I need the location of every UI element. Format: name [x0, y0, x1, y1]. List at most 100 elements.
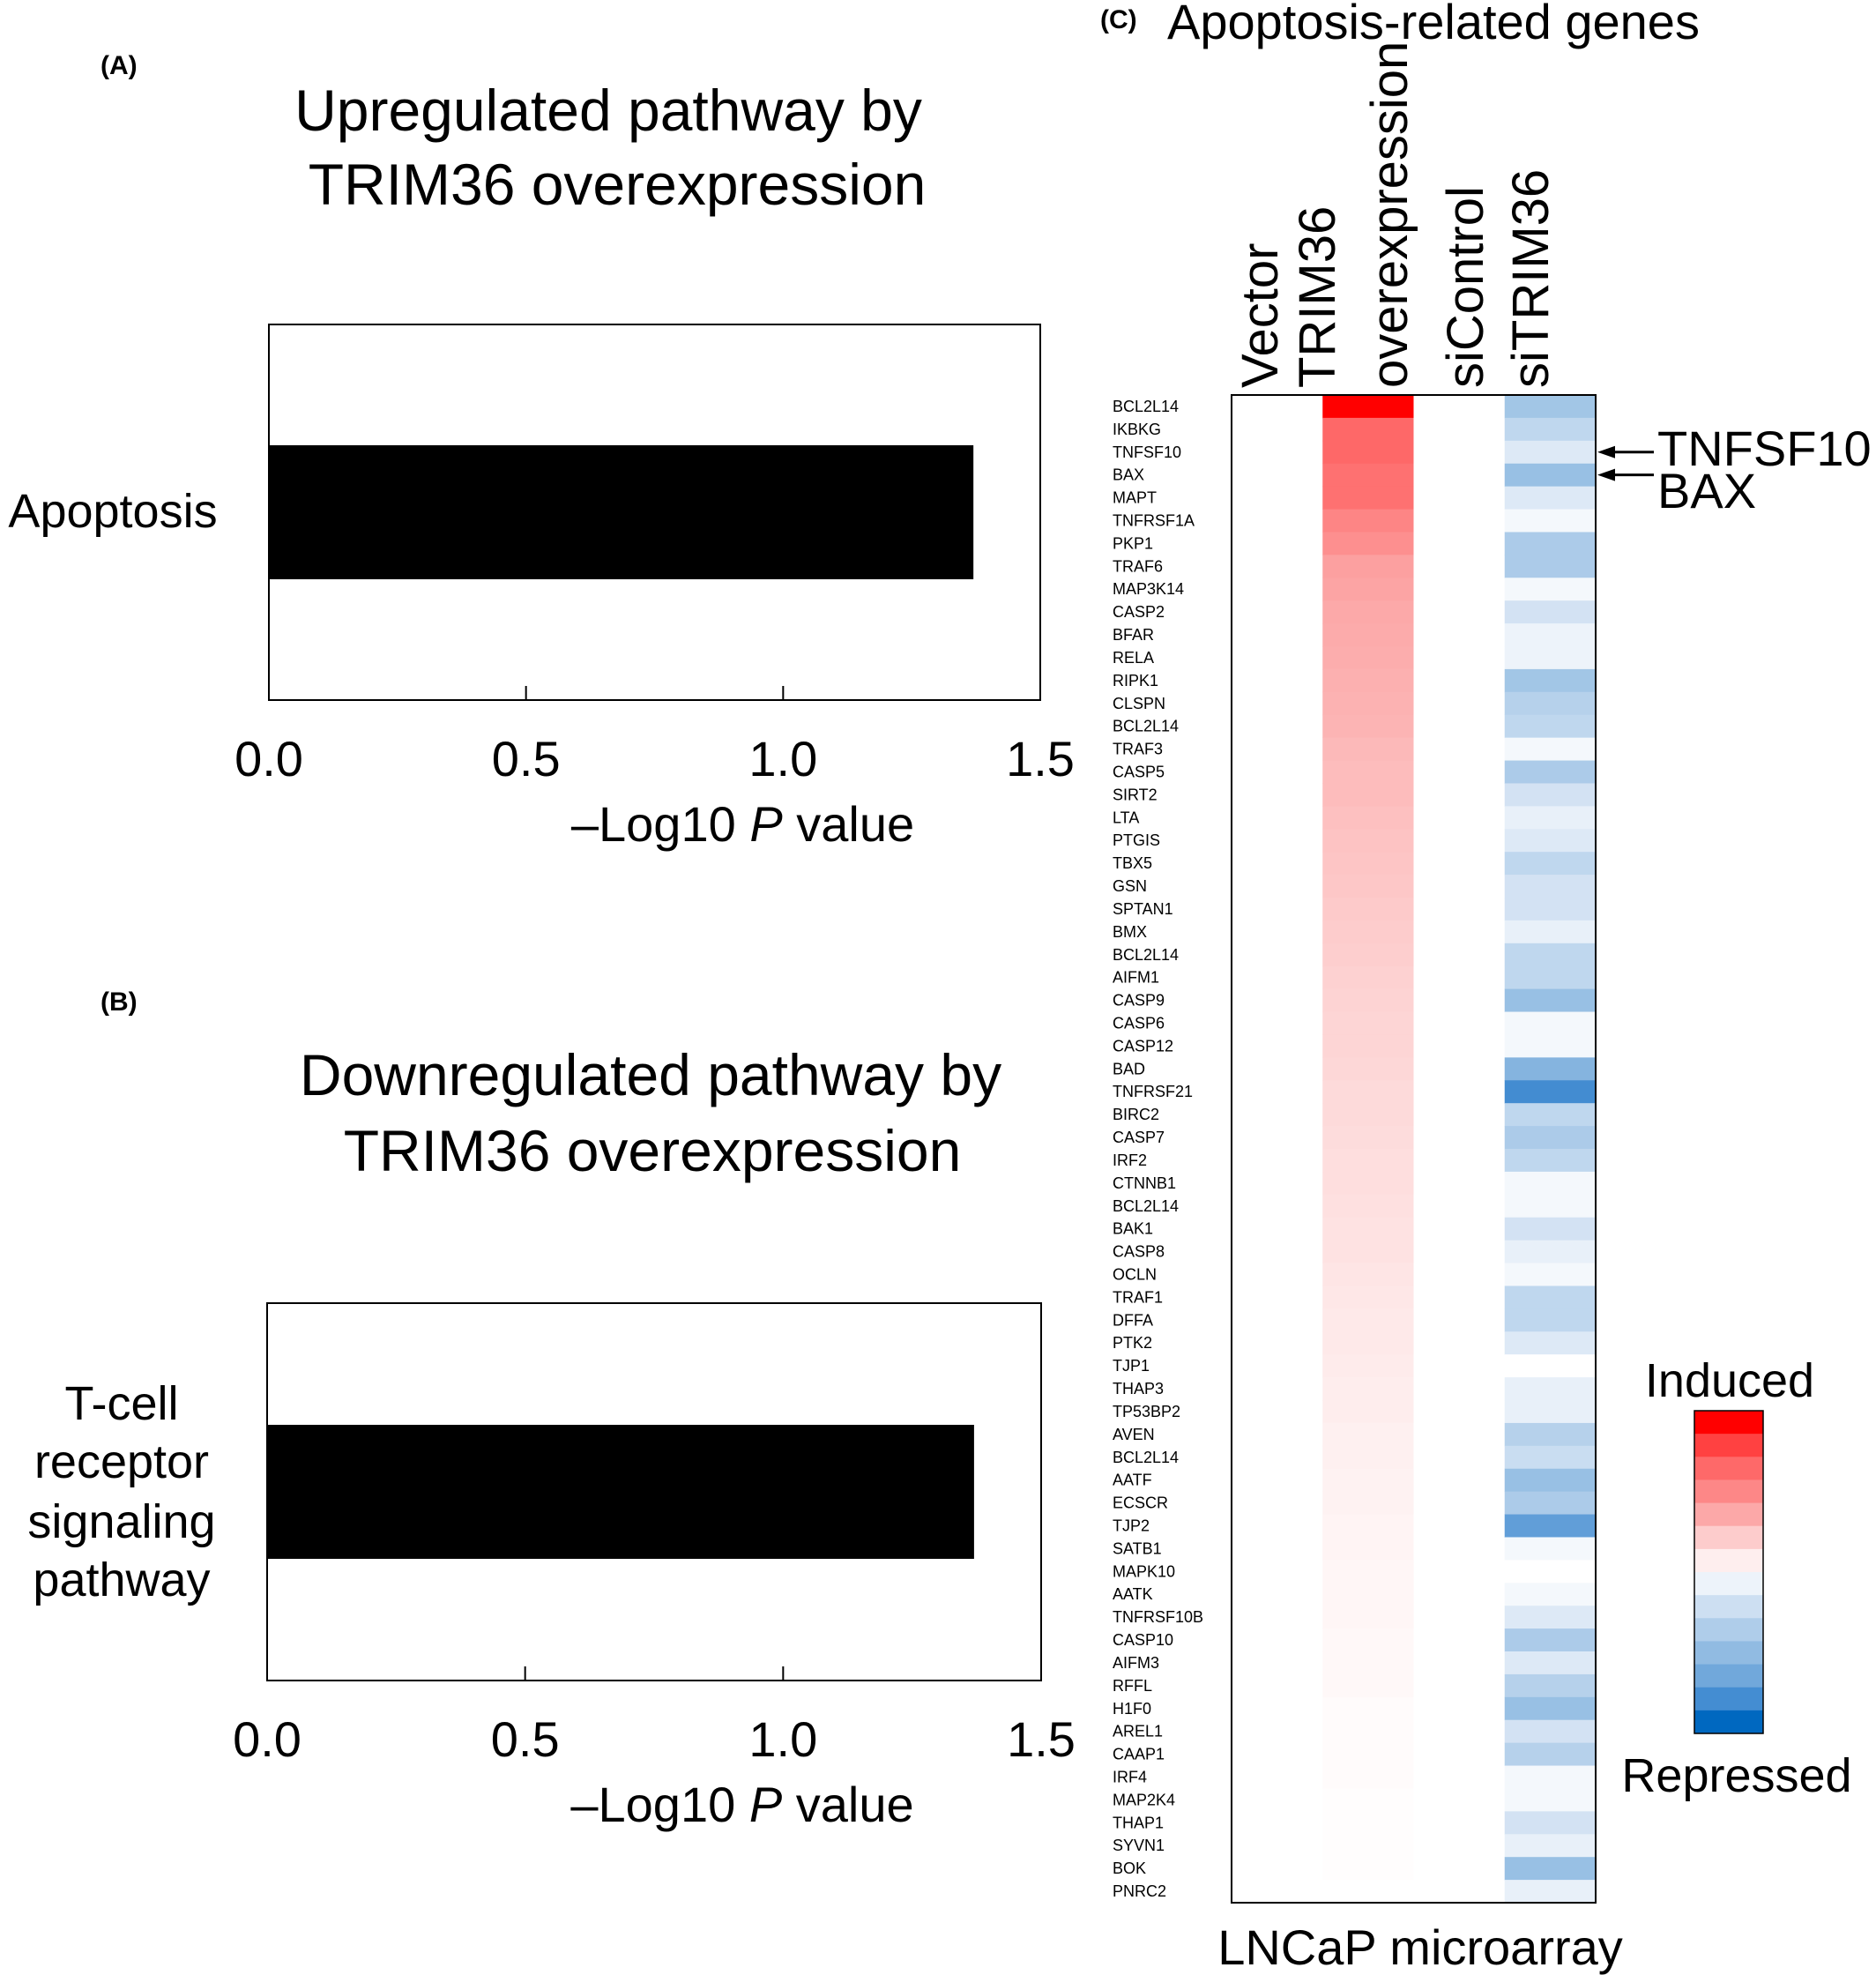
heatmap-cell: [1232, 1719, 1323, 1744]
gene-label: CASP12: [1113, 1037, 1173, 1055]
heatmap-cell: [1232, 623, 1323, 647]
heatmap-cell: [1232, 1606, 1323, 1629]
heatmap-cell: [1504, 1445, 1597, 1470]
heatmap-cell: [1232, 1765, 1323, 1789]
heatmap-cell: [1232, 1673, 1323, 1698]
heatmap-cell: [1322, 1171, 1414, 1196]
heatmap-cell: [1504, 1468, 1597, 1493]
heatmap-cell: [1504, 1011, 1597, 1035]
panel-a-category-label: Apoptosis: [8, 485, 217, 538]
gene-label: TRAF1: [1113, 1288, 1163, 1306]
gene-label: BMX: [1113, 923, 1147, 941]
heatmap-cell: [1413, 1149, 1506, 1173]
gene-label: GSN: [1113, 877, 1147, 895]
heatmap-cell: [1413, 1240, 1506, 1264]
gene-label: TJP1: [1113, 1357, 1150, 1375]
heatmap-cell: [1322, 578, 1414, 601]
heatmap-cell: [1322, 760, 1414, 784]
heatmap-cell: [1413, 1354, 1506, 1378]
panel-c: (C) Apoptosis-related genes LNCaP microa…: [1100, 0, 1872, 1975]
panel-b: (B) Downregulated pathway by TRIM36 over…: [27, 988, 1076, 1832]
heatmap-cell: [1413, 1308, 1506, 1332]
heatmap-cell: [1322, 1606, 1414, 1629]
heatmap-cell: [1232, 1126, 1323, 1150]
gene-label: MAP2K4: [1113, 1791, 1175, 1808]
heatmap-cell: [1413, 578, 1506, 601]
heatmap-cell: [1504, 1080, 1597, 1104]
gene-label: IRF4: [1113, 1769, 1147, 1786]
heatmap-cell: [1504, 1400, 1597, 1424]
heatmap-cell: [1413, 1673, 1506, 1698]
heatmap-cell: [1413, 1537, 1506, 1561]
gene-label: BAX: [1113, 466, 1144, 484]
heatmap-cell: [1322, 1126, 1414, 1150]
heatmap-cell: [1504, 691, 1597, 716]
panel-a-tick-label: 1.0: [748, 731, 817, 786]
heatmap-cell: [1504, 988, 1597, 1013]
legend-swatch: [1694, 1572, 1763, 1596]
heatmap-cell: [1232, 1560, 1323, 1584]
heatmap-cell: [1232, 1537, 1323, 1561]
gene-label: BCL2L14: [1113, 946, 1179, 964]
gene-label: BAD: [1113, 1060, 1145, 1077]
gene-label: THAP1: [1113, 1814, 1164, 1831]
panel-b-title-line-2: TRIM36 overexpression: [344, 1118, 962, 1183]
heatmap-cell: [1322, 1788, 1414, 1812]
heatmap-cell: [1504, 1651, 1597, 1675]
heatmap-cell: [1322, 1696, 1414, 1721]
heatmap-cell: [1232, 600, 1323, 624]
heatmap-cell: [1232, 1696, 1323, 1721]
heatmap-cell: [1504, 1560, 1597, 1584]
panel-a-bar: [269, 445, 974, 579]
heatmap-cell: [1504, 806, 1597, 830]
heatmap-cell: [1322, 486, 1414, 511]
column-label-sitrim36: siTRIM36: [1502, 169, 1560, 388]
heatmap-cell: [1413, 1696, 1506, 1721]
heatmap-cell: [1232, 760, 1323, 784]
gene-label: RFFL: [1113, 1677, 1152, 1695]
heatmap-cell: [1322, 1537, 1414, 1561]
heatmap-cell: [1322, 623, 1414, 647]
gene-label: SYVN1: [1113, 1837, 1165, 1854]
gene-label: CASP10: [1113, 1631, 1173, 1649]
gene-label: TJP2: [1113, 1517, 1150, 1535]
gene-label: H1F0: [1113, 1700, 1151, 1718]
heatmap-cell: [1413, 875, 1506, 898]
heatmap-cell: [1413, 1126, 1506, 1150]
heatmap-cell: [1413, 1034, 1506, 1058]
heatmap-cell: [1322, 1583, 1414, 1606]
heatmap-cell: [1232, 1080, 1323, 1104]
heatmap-cell: [1322, 532, 1414, 555]
panel-b-category-line-4: pathway: [33, 1554, 210, 1606]
heatmap-cell: [1504, 1719, 1597, 1744]
gene-label: CASP7: [1113, 1129, 1165, 1146]
heatmap-cell: [1232, 1857, 1323, 1881]
heatmap-cell: [1322, 600, 1414, 624]
heatmap-cell: [1232, 1011, 1323, 1035]
panel-b-title-line-1: Downregulated pathway by: [300, 1042, 1001, 1107]
heatmap-cell: [1413, 1811, 1506, 1835]
panel-a: (A) Upregulated pathway by TRIM36 overex…: [8, 51, 1075, 852]
heatmap-cell: [1413, 1445, 1506, 1470]
heatmap-cell: [1413, 829, 1506, 853]
heatmap-cell: [1413, 1651, 1506, 1675]
gene-label: BCL2L14: [1113, 1197, 1179, 1215]
heatmap-cell: [1232, 1149, 1323, 1173]
heatmap-cell: [1322, 1628, 1414, 1652]
heatmap-cell: [1504, 623, 1597, 647]
heatmap-cell: [1413, 1377, 1506, 1401]
heatmap-cell: [1504, 600, 1597, 624]
heatmap-cell: [1413, 395, 1506, 419]
heatmap-cell: [1504, 1308, 1597, 1332]
heatmap-cell: [1232, 806, 1323, 830]
heatmap-cell: [1322, 1468, 1414, 1493]
gene-label: TNFRSF1A: [1113, 512, 1195, 530]
heatmap-cell: [1322, 1354, 1414, 1378]
heatmap-cell: [1504, 1377, 1597, 1401]
heatmap-cell: [1232, 440, 1323, 465]
heatmap-cell: [1504, 1422, 1597, 1447]
heatmap-cell: [1322, 1217, 1414, 1241]
heatmap-cell: [1504, 1217, 1597, 1241]
heatmap-cell: [1504, 440, 1597, 465]
